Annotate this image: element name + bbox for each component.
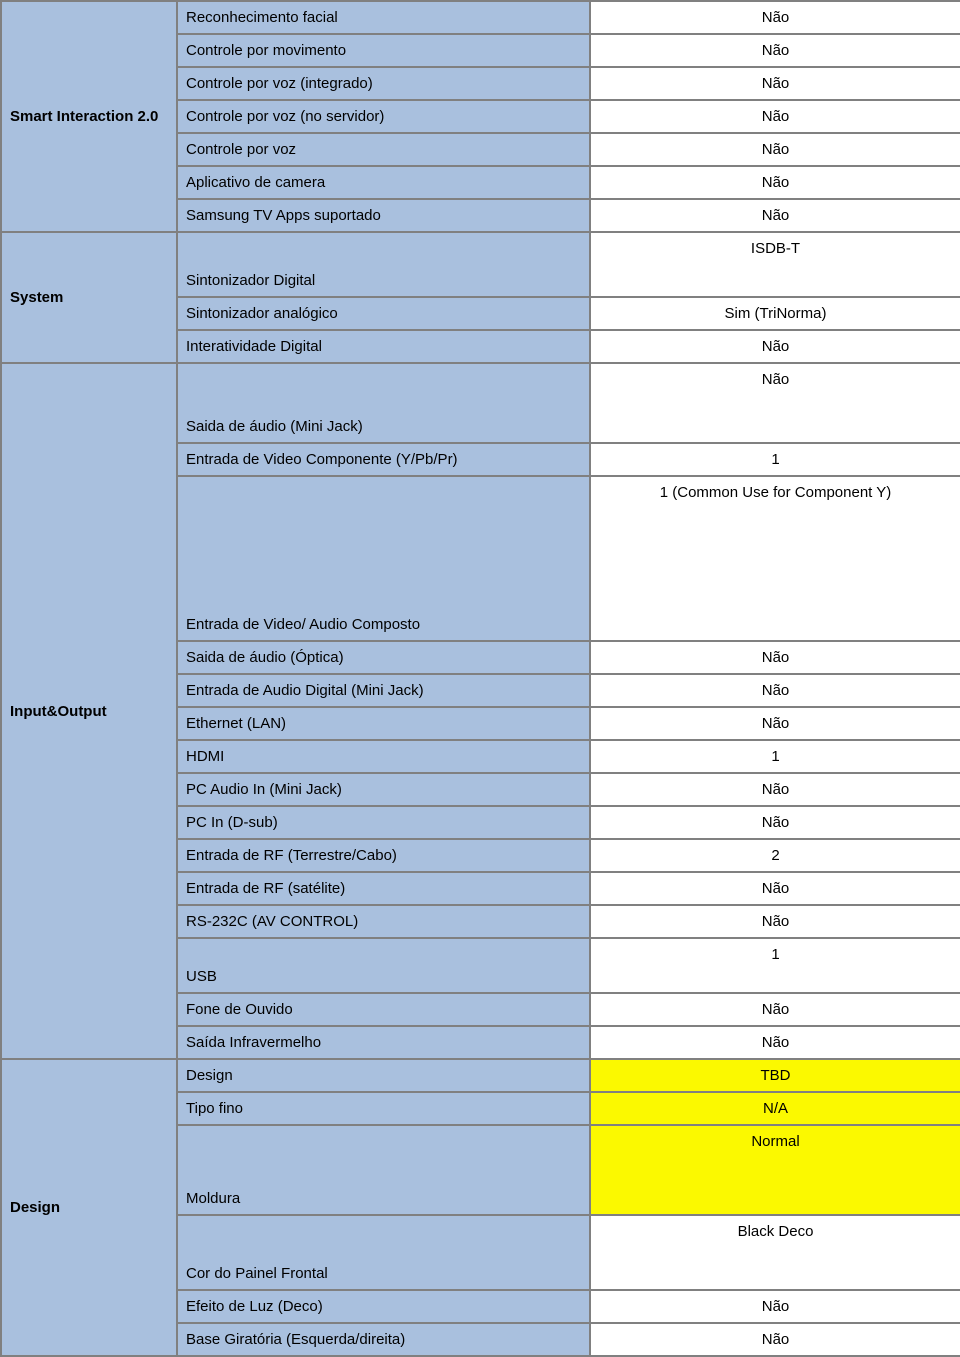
feat-slim-type: Tipo fino: [177, 1092, 590, 1125]
feat-front-color: Cor do Painel Frontal: [177, 1215, 590, 1290]
val-light-effect: Não: [590, 1290, 960, 1323]
val-front-color: Black Deco: [590, 1215, 960, 1290]
val-rf-satellite: Não: [590, 872, 960, 905]
feat-rf-terrestrial: Entrada de RF (Terrestre/Cabo): [177, 839, 590, 872]
feat-component-in: Entrada de Video Componente (Y/Pb/Pr): [177, 443, 590, 476]
val-rf-terrestrial: 2: [590, 839, 960, 872]
feat-rf-satellite: Entrada de RF (satélite): [177, 872, 590, 905]
val-voice-server: Não: [590, 100, 960, 133]
val-hdmi: 1: [590, 740, 960, 773]
val-apps: Não: [590, 199, 960, 232]
feat-facial: Reconhecimento facial: [177, 1, 590, 34]
val-facial: Não: [590, 1, 960, 34]
val-camera-app: Não: [590, 166, 960, 199]
category-system: System: [1, 232, 177, 363]
val-swivel: Não: [590, 1323, 960, 1356]
feat-digital-tuner: Sintonizador Digital: [177, 232, 590, 297]
val-slim-type: N/A: [590, 1092, 960, 1125]
val-rs232c: Não: [590, 905, 960, 938]
val-headphone: Não: [590, 993, 960, 1026]
val-interactive: Não: [590, 330, 960, 363]
val-voice-integrated: Não: [590, 67, 960, 100]
val-design: TBD: [590, 1059, 960, 1092]
feat-voice-integrated: Controle por voz (integrado): [177, 67, 590, 100]
feat-camera-app: Aplicativo de camera: [177, 166, 590, 199]
feat-usb: USB: [177, 938, 590, 993]
feat-interactive: Interatividade Digital: [177, 330, 590, 363]
feat-voice: Controle por voz: [177, 133, 590, 166]
val-pc-in-dsub: Não: [590, 806, 960, 839]
feat-ethernet: Ethernet (LAN): [177, 707, 590, 740]
category-smart: Smart Interaction 2.0: [1, 1, 177, 232]
val-analog-tuner: Sim (TriNorma): [590, 297, 960, 330]
category-io: Input&Output: [1, 363, 177, 1059]
val-pc-audio-in: Não: [590, 773, 960, 806]
val-bezel: Normal: [590, 1125, 960, 1215]
feat-motion: Controle por movimento: [177, 34, 590, 67]
feat-audio-out-mini: Saida de áudio (Mini Jack): [177, 363, 590, 443]
feat-hdmi: HDMI: [177, 740, 590, 773]
spec-table: Smart Interaction 2.0 Reconhecimento fac…: [0, 0, 960, 1357]
feat-design: Design: [177, 1059, 590, 1092]
feat-rs232c: RS-232C (AV CONTROL): [177, 905, 590, 938]
category-design: Design: [1, 1059, 177, 1356]
feat-voice-server: Controle por voz (no servidor): [177, 100, 590, 133]
feat-pc-audio-in: PC Audio In (Mini Jack): [177, 773, 590, 806]
val-composite-in: 1 (Common Use for Component Y): [590, 476, 960, 641]
feat-swivel: Base Giratória (Esquerda/direita): [177, 1323, 590, 1356]
val-component-in: 1: [590, 443, 960, 476]
feat-light-effect: Efeito de Luz (Deco): [177, 1290, 590, 1323]
val-audio-in-digital: Não: [590, 674, 960, 707]
feat-audio-in-digital: Entrada de Audio Digital (Mini Jack): [177, 674, 590, 707]
feat-headphone: Fone de Ouvido: [177, 993, 590, 1026]
val-usb: 1: [590, 938, 960, 993]
val-audio-out-optical: Não: [590, 641, 960, 674]
val-audio-out-mini: Não: [590, 363, 960, 443]
val-motion: Não: [590, 34, 960, 67]
feat-ir-out: Saída Infravermelho: [177, 1026, 590, 1059]
feat-composite-in: Entrada de Video/ Audio Composto: [177, 476, 590, 641]
val-digital-tuner: ISDB-T: [590, 232, 960, 297]
feat-audio-out-optical: Saida de áudio (Óptica): [177, 641, 590, 674]
val-voice: Não: [590, 133, 960, 166]
feat-apps: Samsung TV Apps suportado: [177, 199, 590, 232]
val-ir-out: Não: [590, 1026, 960, 1059]
feat-pc-in-dsub: PC In (D-sub): [177, 806, 590, 839]
feat-analog-tuner: Sintonizador analógico: [177, 297, 590, 330]
val-ethernet: Não: [590, 707, 960, 740]
feat-bezel: Moldura: [177, 1125, 590, 1215]
